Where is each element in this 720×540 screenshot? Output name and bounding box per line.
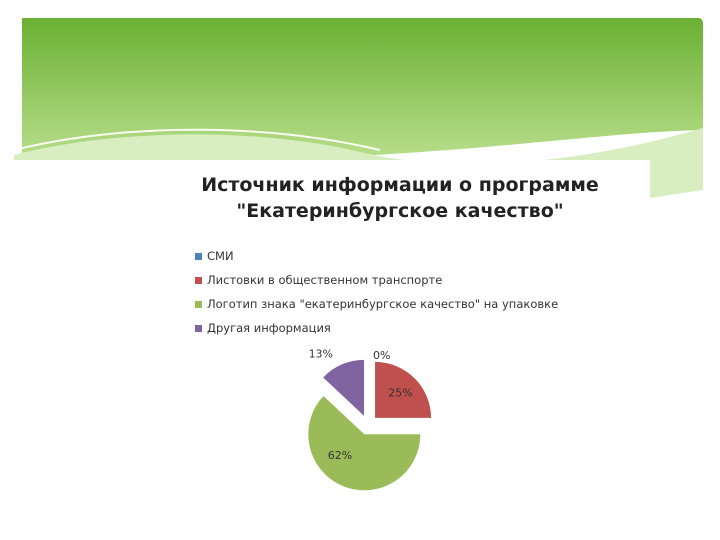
chart-card: Источник информации о программе "Екатери… xyxy=(160,160,650,530)
banner-shape xyxy=(22,18,703,160)
legend-label-leaflets: Листовки в общественном транспорте xyxy=(207,273,443,287)
pie-slice-other xyxy=(323,359,365,416)
legend-item-leaflets: Листовки в общественном транспорте xyxy=(195,268,635,292)
header-banner xyxy=(13,18,703,198)
data-label-logo: 62% xyxy=(328,449,352,462)
legend-item-smi: СМИ xyxy=(195,244,635,268)
chart-legend: СМИ Листовки в общественном транспорте Л… xyxy=(195,244,635,340)
legend-swatch-leaflets xyxy=(195,276,202,284)
chart-title: Источник информации о программе "Екатери… xyxy=(201,174,599,222)
data-label-smi: 0% xyxy=(373,349,390,362)
legend-swatch-other xyxy=(195,324,202,332)
legend-label-logo: Логотип знака "екатеринбургское качество… xyxy=(207,297,559,311)
legend-swatch-logo xyxy=(195,300,202,308)
legend-item-other: Другая информация xyxy=(195,316,635,340)
banner-swoosh-line xyxy=(13,128,381,151)
pie-slice-leaflets xyxy=(375,361,432,418)
data-label-leaflets: 25% xyxy=(388,386,412,399)
legend-item-logo: Логотип знака "екатеринбургское качество… xyxy=(195,292,635,316)
pie-slice-logo xyxy=(308,395,421,491)
legend-swatch-smi xyxy=(195,252,202,260)
legend-label-smi: СМИ xyxy=(207,249,234,263)
data-label-other: 13% xyxy=(309,347,333,360)
legend-label-other: Другая информация xyxy=(207,321,331,335)
pie-chart: 0% 25% 62% 13% xyxy=(308,347,432,491)
banner-swoosh xyxy=(14,128,703,198)
